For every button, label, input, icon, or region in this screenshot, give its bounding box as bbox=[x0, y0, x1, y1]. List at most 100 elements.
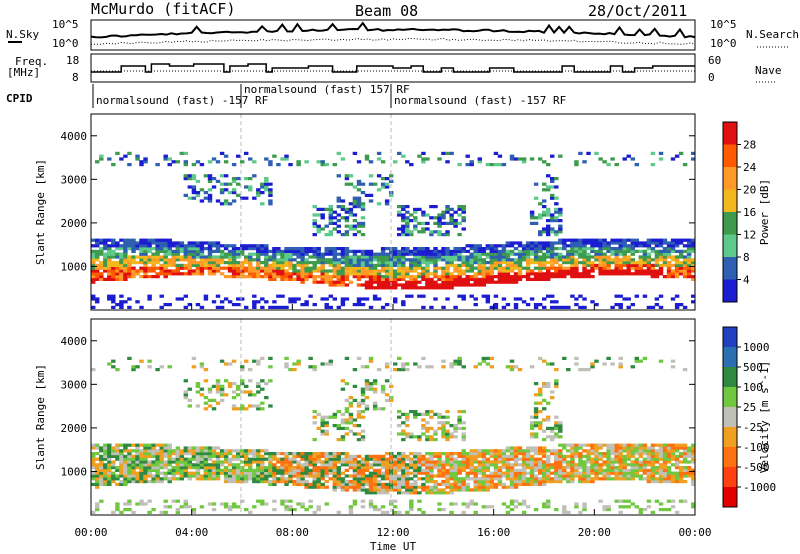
rti-cell bbox=[268, 275, 273, 279]
rti-cell bbox=[550, 263, 555, 267]
rti-cell bbox=[171, 252, 176, 256]
rti-cell bbox=[328, 249, 334, 253]
rti-cell bbox=[264, 252, 269, 256]
rti-cell bbox=[558, 263, 563, 267]
rti-cell bbox=[163, 499, 168, 503]
rti-cell bbox=[529, 424, 535, 428]
rti-cell bbox=[409, 491, 414, 495]
rti-cell bbox=[187, 404, 193, 408]
rti-cell bbox=[465, 263, 470, 267]
rti-cell bbox=[489, 258, 495, 262]
rti-cell bbox=[268, 468, 273, 472]
rti-cell bbox=[425, 471, 430, 475]
rti-cell bbox=[183, 499, 189, 503]
rti-cell bbox=[183, 160, 189, 164]
rti-cell bbox=[586, 269, 591, 273]
rti-cell bbox=[662, 275, 668, 279]
rti-cell bbox=[91, 263, 96, 267]
rti-cell bbox=[674, 471, 680, 475]
rti-cell bbox=[461, 421, 466, 425]
rti-cell bbox=[445, 258, 450, 262]
rti-cell bbox=[143, 275, 148, 279]
rti-cell bbox=[163, 249, 168, 253]
rti-cell bbox=[248, 258, 253, 262]
rti-cell bbox=[376, 275, 382, 279]
rti-cell bbox=[143, 446, 148, 450]
rti-cell bbox=[256, 404, 261, 408]
rti-cell bbox=[461, 269, 466, 273]
rti-cell bbox=[517, 258, 523, 262]
rti-cell bbox=[272, 275, 277, 279]
rti-cell bbox=[505, 510, 511, 514]
rti-cell bbox=[525, 263, 531, 267]
rti-cell bbox=[231, 244, 237, 248]
rti-cell bbox=[207, 160, 213, 164]
rti-cell bbox=[352, 502, 358, 506]
rti-cell bbox=[445, 468, 450, 472]
rti-cell bbox=[364, 252, 370, 256]
rti-cell bbox=[219, 266, 225, 270]
rti-cell bbox=[566, 238, 571, 242]
rti-cell bbox=[409, 488, 414, 492]
rti-cell bbox=[223, 362, 229, 366]
rti-cell bbox=[280, 277, 285, 281]
rti-cell bbox=[554, 185, 559, 189]
rti-cell bbox=[272, 154, 277, 158]
rti-cell bbox=[505, 266, 511, 270]
rti-cell bbox=[300, 505, 305, 509]
rti-cell bbox=[324, 463, 329, 467]
rti-cell bbox=[453, 219, 458, 223]
rti-cell bbox=[457, 247, 462, 251]
rti-cell bbox=[175, 258, 181, 262]
rti-cell bbox=[227, 382, 233, 386]
rti-cell bbox=[215, 379, 221, 383]
rti-cell bbox=[642, 471, 648, 475]
rti-cell bbox=[570, 255, 575, 259]
rti-cell bbox=[199, 252, 205, 256]
rti-cell bbox=[219, 182, 225, 186]
rti-cell bbox=[485, 482, 491, 486]
rti-cell bbox=[469, 277, 474, 281]
rti-cell bbox=[457, 207, 462, 211]
rti-cell bbox=[533, 258, 539, 262]
rti-cell bbox=[393, 160, 398, 164]
rti-cell bbox=[554, 424, 559, 428]
rti-cell bbox=[252, 266, 257, 270]
rti-cell bbox=[171, 449, 176, 453]
rti-cell bbox=[638, 468, 644, 472]
rti-cell bbox=[554, 247, 559, 251]
rti-cell bbox=[550, 261, 555, 265]
rti-cell bbox=[380, 252, 386, 256]
rti-cell bbox=[674, 466, 680, 470]
rti-cell bbox=[340, 300, 346, 304]
rti-cell bbox=[662, 238, 668, 242]
rti-cell bbox=[590, 244, 595, 248]
rti-cell bbox=[634, 272, 640, 276]
rti-cell bbox=[598, 452, 603, 456]
rti-cell bbox=[405, 205, 410, 209]
rti-cell bbox=[284, 480, 289, 484]
rti-cell bbox=[554, 384, 559, 388]
rti-cell bbox=[95, 300, 100, 304]
rti-cell bbox=[417, 272, 422, 276]
rti-cell bbox=[324, 163, 329, 167]
rti-cell bbox=[223, 160, 229, 164]
rti-cell bbox=[135, 460, 140, 464]
rti-cell bbox=[159, 510, 164, 514]
rti-cell bbox=[199, 269, 205, 273]
rti-cell bbox=[268, 452, 273, 456]
rti-cell bbox=[485, 269, 491, 273]
rti-cell bbox=[674, 272, 680, 276]
rti-cell bbox=[240, 196, 245, 200]
rti-cell bbox=[630, 454, 636, 458]
rti-cell bbox=[517, 255, 523, 259]
rti-cell bbox=[223, 454, 229, 458]
rti-cell bbox=[231, 396, 237, 400]
rti-cell bbox=[312, 466, 317, 470]
rti-cell bbox=[360, 233, 366, 237]
rti-cell bbox=[171, 160, 176, 164]
rti-cell bbox=[437, 266, 442, 270]
rti-cell bbox=[501, 471, 507, 475]
rti-cell bbox=[670, 297, 676, 301]
rti-cell bbox=[602, 160, 607, 164]
